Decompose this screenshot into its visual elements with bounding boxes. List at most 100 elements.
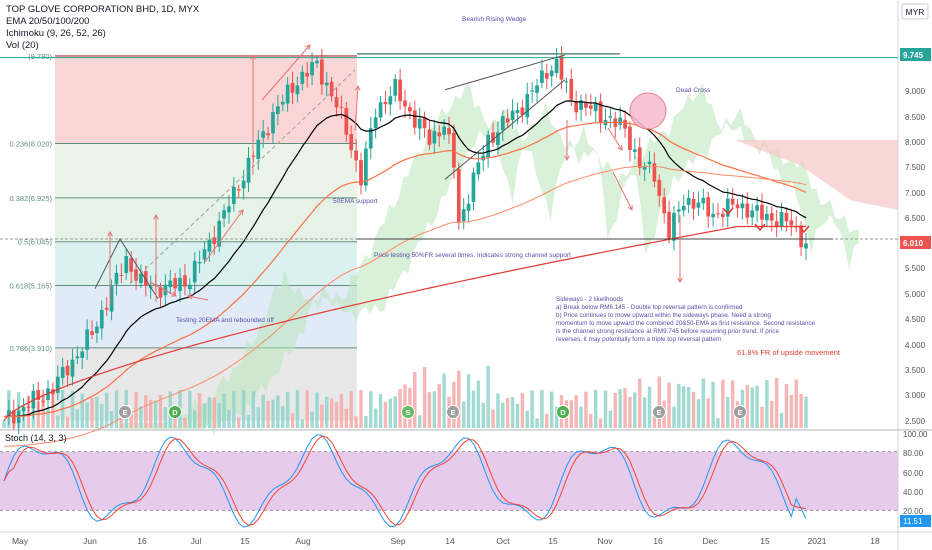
volume-bar bbox=[109, 411, 114, 428]
volume-bar bbox=[721, 379, 725, 428]
time-label: Nov bbox=[597, 536, 613, 546]
candle-body bbox=[158, 287, 163, 298]
volume-bar bbox=[545, 413, 549, 428]
price-axis[interactable]: 2.500 3.000 3.500 4.000 4.500 5.000 5.50… bbox=[900, 48, 931, 426]
arrow-head bbox=[677, 277, 683, 284]
candle-body bbox=[305, 72, 310, 77]
candle-body bbox=[75, 356, 80, 359]
volume-bar bbox=[540, 390, 544, 428]
candle-body bbox=[657, 179, 662, 196]
candle-body bbox=[403, 100, 407, 107]
candle-body bbox=[530, 90, 535, 92]
event-marker-circle bbox=[118, 405, 132, 419]
time-label: Oct bbox=[496, 536, 510, 546]
volume-bar bbox=[237, 417, 241, 428]
arrow-head bbox=[250, 53, 256, 60]
volume-bar bbox=[642, 397, 647, 428]
candle-body bbox=[496, 132, 500, 145]
bottom-marker bbox=[798, 225, 810, 234]
volume-bar bbox=[388, 398, 393, 428]
arrow-shaft bbox=[187, 295, 209, 301]
candle-body bbox=[183, 275, 187, 287]
volume-bar bbox=[696, 399, 701, 428]
candle-body bbox=[515, 109, 520, 113]
candle-body bbox=[681, 205, 686, 211]
candle-body bbox=[65, 365, 70, 376]
candle-body bbox=[266, 133, 270, 136]
volume-bar bbox=[144, 395, 148, 428]
candle-body bbox=[334, 97, 339, 108]
candle-body bbox=[750, 210, 755, 218]
volume-bar bbox=[525, 410, 529, 428]
fib-level-label: 0.618(5.165) bbox=[9, 281, 52, 290]
sideways-line-2: a) Break below RM6.145 - Double top reve… bbox=[556, 304, 743, 311]
candle-body bbox=[520, 107, 525, 115]
volume-bar bbox=[686, 387, 691, 428]
candle-body bbox=[745, 203, 750, 218]
candle-body bbox=[359, 160, 363, 186]
candle-body bbox=[339, 106, 344, 108]
arrow-head bbox=[354, 84, 361, 91]
volume-bar bbox=[393, 396, 397, 428]
candle-body bbox=[466, 203, 471, 212]
candle-body bbox=[310, 62, 314, 76]
time-label: 16 bbox=[137, 536, 147, 546]
currency-badge[interactable]: MYR bbox=[901, 3, 929, 20]
volume-bar bbox=[535, 418, 539, 428]
candle-body bbox=[540, 70, 544, 83]
chart-title: TOP GLOVE CORPORATION BHD, 1D, MYX bbox=[6, 4, 200, 15]
time-axis[interactable]: May Jun 16 Jul 15 Aug Sep 14 Oct 15 Nov … bbox=[12, 536, 880, 546]
volume-bar bbox=[119, 418, 124, 428]
arrow-head bbox=[107, 230, 113, 237]
volume-bar bbox=[789, 395, 794, 428]
cloud-area-bearish bbox=[735, 140, 898, 210]
candle-body bbox=[236, 189, 241, 191]
volume-bar bbox=[682, 386, 686, 428]
volume-bar bbox=[471, 390, 476, 428]
volume-bar bbox=[80, 393, 84, 428]
volume-bar bbox=[603, 390, 608, 428]
candle-body bbox=[124, 256, 129, 273]
volume-bar bbox=[584, 391, 588, 428]
candle-body bbox=[505, 118, 510, 123]
candle-body bbox=[344, 108, 349, 135]
volume-bar bbox=[295, 390, 300, 428]
stoch-band bbox=[0, 451, 898, 511]
stoch-label: Stoch (14, 3, 3) bbox=[5, 433, 67, 443]
volume-bar bbox=[70, 390, 75, 428]
volume-bar bbox=[667, 382, 671, 428]
time-label: Sep bbox=[390, 536, 405, 546]
volume-bar bbox=[549, 391, 554, 428]
volume-bar bbox=[608, 410, 613, 428]
candle-body bbox=[730, 198, 735, 205]
volume-bar bbox=[41, 394, 45, 428]
candle-body bbox=[686, 197, 691, 205]
volume-bar bbox=[638, 378, 642, 428]
arrow-shaft bbox=[149, 281, 177, 297]
stoch-axis[interactable]: 100.00 80.00 60.00 40.00 20.00 11.51 bbox=[900, 430, 931, 527]
stoch-tick: 20.00 bbox=[903, 507, 924, 516]
volume-bar bbox=[193, 410, 197, 428]
volume-bar bbox=[197, 393, 202, 428]
volume-bar bbox=[716, 418, 720, 428]
volume-bar bbox=[413, 371, 417, 428]
sideways-line-4: momentum to move upward the combined 20&… bbox=[556, 320, 815, 327]
volume-bar bbox=[251, 391, 256, 428]
arrow-shaft bbox=[261, 44, 311, 101]
volume-bar bbox=[466, 374, 471, 428]
candle-body bbox=[275, 106, 280, 114]
time-label: 15 bbox=[548, 536, 558, 546]
price-tick: 5.500 bbox=[905, 264, 926, 273]
ema50-annotation: 50EMA support bbox=[333, 198, 378, 205]
candle-body bbox=[765, 213, 769, 221]
candle-body bbox=[315, 60, 319, 64]
candle-body bbox=[676, 209, 681, 212]
dead-cross-annotation: Dead Cross bbox=[676, 87, 711, 94]
candle-body bbox=[290, 82, 295, 93]
volume-bar bbox=[163, 406, 168, 428]
candle-body bbox=[569, 78, 574, 100]
time-label: 16 bbox=[653, 536, 663, 546]
volume-bar bbox=[227, 410, 231, 428]
volume-bar bbox=[90, 398, 94, 428]
